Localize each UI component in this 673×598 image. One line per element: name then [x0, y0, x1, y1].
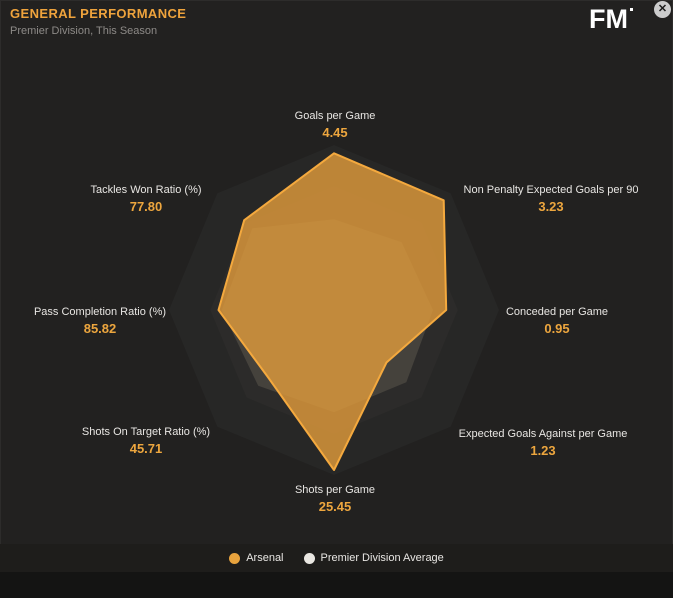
page-subtitle: Premier Division, This Season: [10, 25, 158, 37]
fm-logo-trademark-icon: [630, 8, 633, 11]
axis-block: Non Penalty Expected Goals per 90 3.23: [464, 184, 639, 214]
close-icon: ✕: [657, 3, 668, 15]
axis-block: Conceded per Game 0.95: [506, 306, 608, 336]
axis-block: Tackles Won Ratio (%) 77.80: [90, 184, 201, 214]
axis-value: 3.23: [538, 199, 564, 214]
legend-label: Arsenal: [246, 552, 284, 564]
axis-value: 25.45: [318, 499, 352, 514]
page-title: GENERAL PERFORMANCE: [10, 6, 187, 21]
axis-block: Goals per Game 4.45: [295, 110, 376, 140]
axis-label: Shots On Target Ratio (%): [81, 426, 211, 438]
fm-logo: FM: [589, 4, 633, 35]
chart-legend: Arsenal Premier Division Average: [0, 544, 673, 572]
axis-value: 4.45: [322, 125, 348, 140]
radar-chart: Goals per Game 4.45 Non Penalty Expected G…: [34, 110, 639, 514]
header: GENERAL PERFORMANCE Premier Division, Th…: [0, 0, 673, 50]
legend-label: Premier Division Average: [320, 552, 444, 564]
axis-label: Pass Completion Ratio (%): [33, 306, 167, 318]
radar-svg: [217, 152, 448, 471]
axis-block: Pass Completion Ratio (%) 85.82: [34, 306, 166, 336]
fm-logo-text: FM: [589, 4, 628, 34]
axis-value: 85.82: [83, 321, 117, 336]
axis-value: 77.80: [129, 199, 163, 214]
radar-series-arsenal: [217, 152, 448, 471]
axis-value: 1.23: [530, 443, 556, 458]
axis-label: Tackles Won Ratio (%): [90, 184, 202, 196]
axis-value: 0.95: [544, 321, 570, 336]
axis-label: Non Penalty Expected Goals per 90: [463, 184, 639, 196]
axis-label: Conceded per Game: [505, 306, 609, 318]
legend-item: Premier Division Average: [303, 552, 444, 564]
axis-block: Shots per Game 25.45: [295, 484, 375, 514]
legend-item: Arsenal: [229, 552, 284, 564]
axis-block: Expected Goals Against per Game 1.23: [459, 428, 628, 458]
axis-label: Expected Goals Against per Game: [458, 428, 628, 440]
footer-bar: [0, 572, 673, 598]
axis-block: Shots On Target Ratio (%) 45.71: [82, 426, 210, 456]
legend-dot-icon: [229, 552, 241, 564]
axis-value: 45.71: [129, 441, 163, 456]
legend-dot-icon: [303, 552, 315, 564]
axis-label: Shots per Game: [294, 484, 376, 496]
axis-label: Goals per Game: [294, 110, 376, 122]
close-button[interactable]: ✕: [654, 1, 671, 18]
